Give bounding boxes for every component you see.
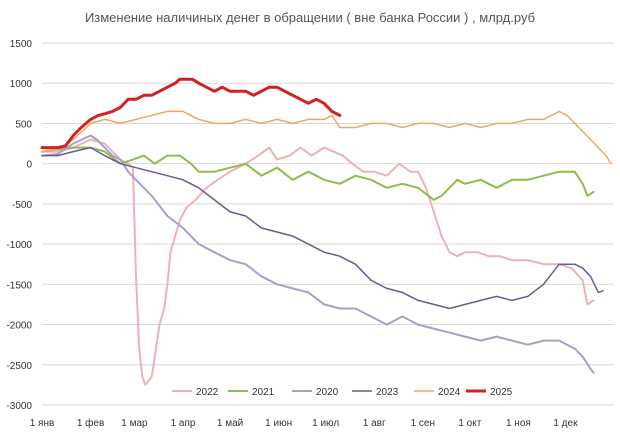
x-tick-label: 1 авг: [363, 418, 386, 429]
y-tick-label: -1500: [6, 280, 32, 291]
series-line-2022: [41, 138, 595, 386]
y-tick-label: -3000: [6, 401, 32, 412]
series-line-2023: [41, 146, 604, 310]
x-tick-label: 1 июн: [265, 418, 292, 429]
legend-label-2025: 2025: [490, 387, 513, 398]
x-tick-label: 1 окт: [458, 418, 481, 429]
x-tick-label: 1 сен: [411, 418, 435, 429]
x-tick-label: 1 фев: [77, 417, 104, 429]
legend-label-2020: 2020: [316, 387, 339, 398]
y-tick-label: 0: [26, 160, 32, 171]
series-line-2021: [41, 146, 595, 201]
legend-label-2024: 2024: [438, 387, 461, 398]
legend-label-2022: 2022: [196, 387, 219, 398]
series-line-2024: [41, 110, 612, 165]
series-layer: [40, 77, 612, 386]
x-tick-label: 1 янв: [30, 418, 55, 429]
chart-title: Изменение наличиных денег в обращении ( …: [85, 10, 535, 25]
y-tick-label: -500: [12, 200, 32, 211]
y-tick-label: -2500: [6, 361, 32, 372]
legend: 2022 2021 2020 2023 2024 2025: [172, 387, 513, 398]
x-tick-label: 1 дек: [553, 418, 578, 429]
series-line-2025: [40, 77, 342, 150]
y-tick-label: 500: [15, 119, 32, 130]
grid-layer: [42, 42, 614, 406]
y-tick-label: 1000: [10, 79, 33, 90]
x-tick-label: 1 май: [217, 418, 243, 429]
x-axis-ticks: 1 янв 1 фев 1 мар 1 апр 1 май 1 июн 1 июл 1 авг…: [30, 417, 578, 429]
series-line-2020: [41, 134, 595, 374]
y-axis-ticks: -3000 -2500 -2000 -1500 -1000 -500 0 500 1000 150…: [6, 39, 32, 412]
x-tick-label: 1 ноя: [506, 418, 531, 429]
y-tick-label: -2000: [6, 321, 32, 332]
x-tick-label: 1 мар: [121, 418, 148, 429]
legend-label-2023: 2023: [376, 387, 399, 398]
x-tick-label: 1 апр: [171, 418, 196, 429]
legend-label-2021: 2021: [252, 387, 275, 398]
x-tick-label: 1 июл: [312, 418, 339, 429]
y-tick-label: 1500: [10, 39, 33, 50]
y-tick-label: -1000: [6, 240, 32, 251]
